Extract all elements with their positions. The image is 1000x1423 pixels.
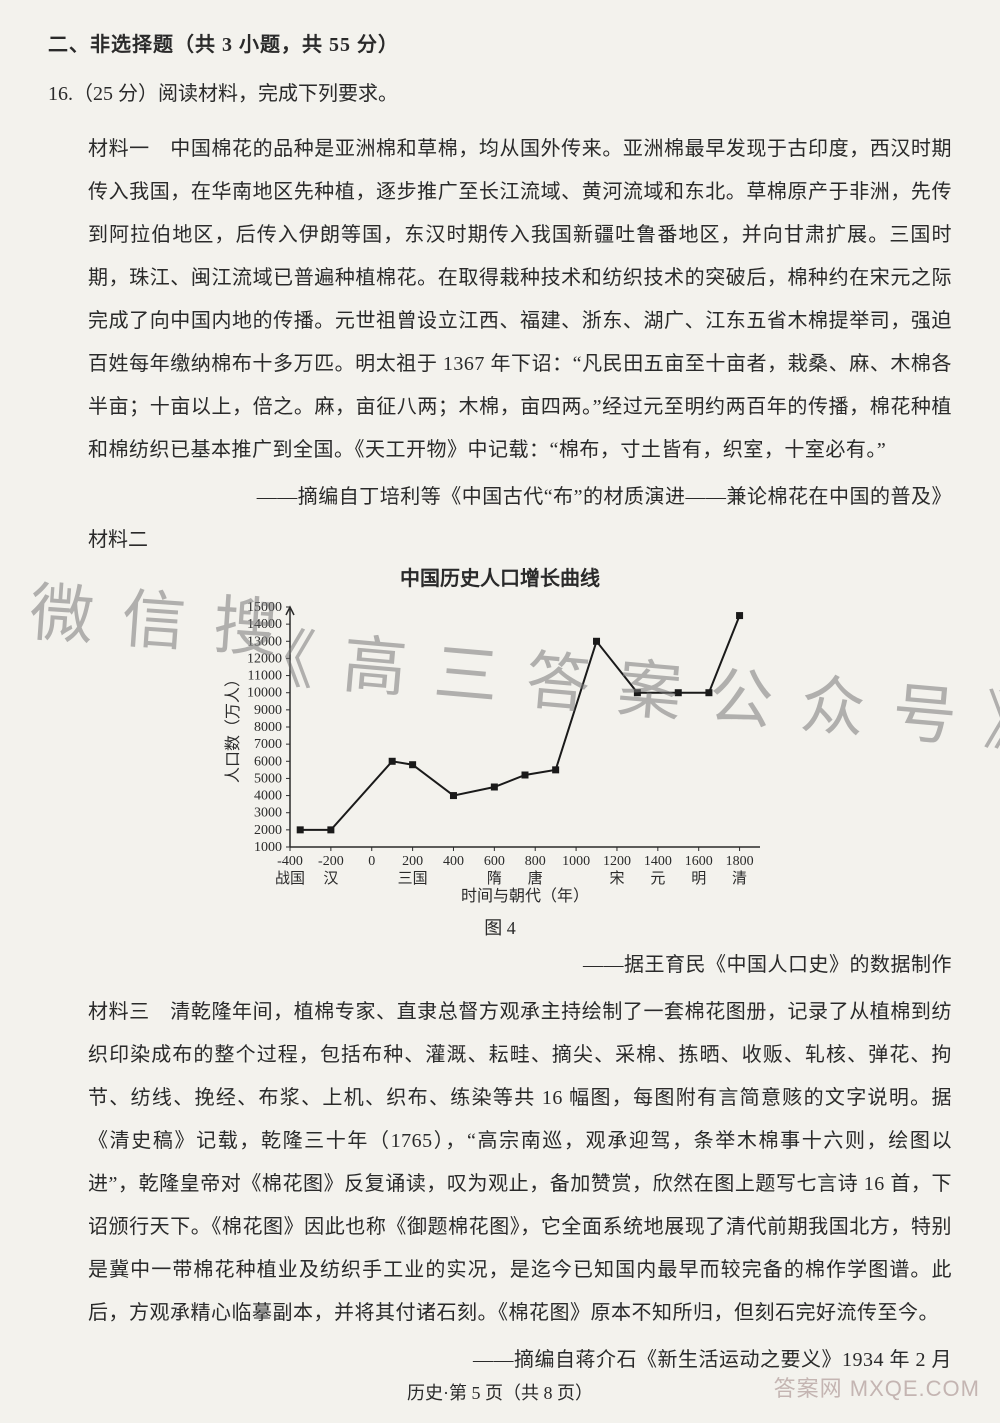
material-3-text: 材料三 清乾隆年间，植棉专家、直隶总督方观承主持绘制了一套棉花图册，记录了从植棉… (88, 991, 952, 1335)
svg-text:宋: 宋 (609, 870, 624, 887)
svg-text:元: 元 (650, 871, 665, 887)
svg-text:-200: -200 (318, 854, 344, 869)
svg-text:1400: 1400 (644, 854, 672, 869)
svg-text:5000: 5000 (254, 771, 282, 786)
material-2-label: 材料二 (88, 523, 952, 552)
material-1-source: ——摘编自丁培利等《中国古代“布”的材质演进——兼论棉花在中国的普及》 (48, 480, 952, 509)
svg-text:1000: 1000 (562, 854, 590, 869)
chart-container: 1000200030004000500060007000800090001000… (220, 597, 780, 940)
population-line-chart: 1000200030004000500060007000800090001000… (220, 597, 780, 907)
material-3-source: ——摘编自蒋介石《新生活运动之要义》1934 年 2 月 (48, 1343, 952, 1372)
svg-text:400: 400 (443, 854, 464, 869)
svg-text:6000: 6000 (254, 754, 282, 769)
svg-text:-400: -400 (277, 854, 303, 869)
svg-text:13000: 13000 (247, 634, 282, 649)
svg-text:800: 800 (525, 854, 546, 869)
svg-text:明: 明 (691, 870, 706, 887)
svg-text:唐: 唐 (528, 870, 543, 887)
material-2-source: ——据王育民《中国人口史》的数据制作 (48, 948, 952, 977)
svg-text:隋: 隋 (487, 870, 502, 887)
question-number-line: 16.（25 分）阅读材料，完成下列要求。 (48, 77, 952, 106)
svg-text:1600: 1600 (685, 854, 713, 869)
svg-text:清: 清 (732, 870, 747, 887)
svg-text:600: 600 (484, 854, 505, 869)
figure-label: 图 4 (220, 914, 780, 940)
svg-text:12000: 12000 (247, 651, 282, 666)
svg-text:10000: 10000 (247, 686, 282, 701)
svg-text:200: 200 (402, 854, 423, 869)
svg-text:1200: 1200 (603, 854, 631, 869)
material-1-text: 材料一 中国棉花的品种是亚洲棉和草棉，均从国外传来。亚洲棉最早发现于古印度，西汉… (88, 128, 952, 472)
svg-text:3000: 3000 (254, 806, 282, 821)
svg-text:8000: 8000 (254, 720, 282, 735)
section-heading: 二、非选择题（共 3 小题，共 55 分） (48, 28, 952, 57)
svg-text:三国: 三国 (398, 870, 428, 887)
svg-text:4000: 4000 (254, 789, 282, 804)
corner-watermark: 答案网 MXQE.COM (774, 1371, 980, 1403)
svg-text:1000: 1000 (254, 840, 282, 855)
svg-text:7000: 7000 (254, 737, 282, 752)
chart-title: 中国历史人口增长曲线 (48, 562, 952, 591)
svg-text:0: 0 (368, 854, 375, 869)
svg-text:15000: 15000 (247, 600, 282, 615)
svg-text:汉: 汉 (323, 870, 338, 887)
svg-text:1800: 1800 (726, 854, 754, 869)
svg-text:战国: 战国 (275, 870, 305, 887)
svg-text:11000: 11000 (248, 669, 282, 684)
svg-text:人口数（万人）: 人口数（万人） (224, 671, 242, 783)
svg-text:9000: 9000 (254, 703, 282, 718)
svg-text:时间与朝代（年）: 时间与朝代（年） (461, 887, 589, 905)
svg-text:2000: 2000 (254, 823, 282, 838)
svg-text:14000: 14000 (247, 617, 282, 632)
